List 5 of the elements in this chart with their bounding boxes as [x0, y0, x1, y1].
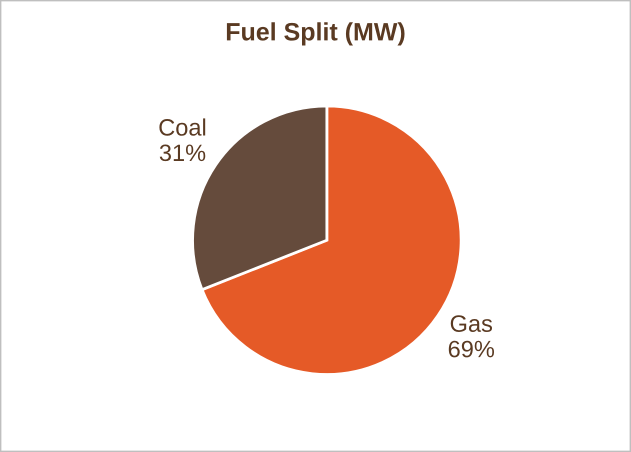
chart-title: Fuel Split (MW) — [226, 22, 405, 46]
data-label: 31% — [160, 144, 206, 162]
slice-label: Coal — [159, 118, 206, 136]
data-label: 69% — [448, 340, 494, 358]
slice-label: Gas — [450, 315, 492, 332]
